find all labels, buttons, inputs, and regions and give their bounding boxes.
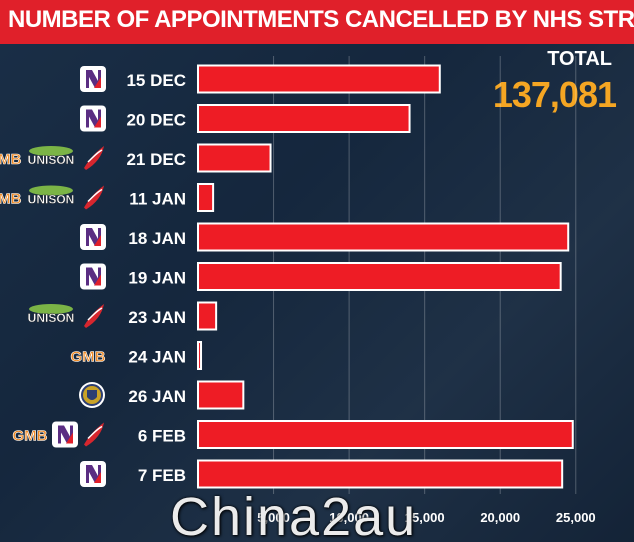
unison-logo-icon: UNISON: [27, 185, 75, 207]
category-label: 15 DEC: [126, 71, 186, 90]
rcn-logo-icon: [80, 461, 106, 487]
rcn-logo-icon: [80, 66, 106, 92]
bar-7-feb: [197, 459, 564, 489]
category-label: 26 JAN: [128, 387, 186, 406]
total-value: 137,081: [492, 74, 617, 115]
gmb-logo-icon: GMB: [0, 190, 22, 208]
bar-20-dec: [197, 104, 411, 133]
category-label: 11 JAN: [129, 190, 186, 209]
x-tick-label: 10,000: [329, 510, 369, 525]
bar-19-jan: [197, 262, 562, 291]
svg-text:GMB: GMB: [13, 428, 48, 445]
watermark: Chinа2au: [170, 487, 418, 542]
category-label: 18 JAN: [128, 229, 186, 248]
svg-text:GMB: GMB: [0, 151, 22, 168]
category-label: 21 DEC: [126, 150, 186, 169]
unite-logo-icon: [84, 146, 104, 170]
svg-text:UNISON: UNISON: [28, 193, 75, 207]
total-label: TOTAL: [547, 48, 612, 70]
svg-text:UNISON: UNISON: [28, 153, 75, 167]
rcn-logo-icon: [80, 224, 106, 250]
category-label: 24 JAN: [128, 348, 186, 367]
svg-text:UNISON: UNISON: [28, 311, 75, 325]
svg-text:GMB: GMB: [71, 349, 106, 366]
unite-logo-icon: [84, 185, 104, 210]
bar-6-feb: [197, 420, 574, 449]
unite-logo-icon: [84, 422, 104, 447]
rcn-logo-icon: [52, 421, 78, 448]
category-label: 19 JAN: [128, 269, 186, 288]
unison-logo-icon: UNISON: [27, 146, 75, 167]
x-tick-label: 5,000: [257, 510, 290, 525]
bar-18-jan: [197, 222, 570, 252]
title-banner: NUMBER OF APPOINTMENTS CANCELLED BY NHS …: [0, 0, 634, 44]
bar-11-jan: [197, 183, 215, 212]
category-label: 20 DEC: [126, 111, 186, 130]
gmb-logo-icon: GMB: [0, 151, 22, 169]
category-label: 7 FEB: [138, 466, 186, 485]
rcn-logo-icon: [80, 263, 106, 290]
category-label: 6 FEB: [138, 427, 186, 446]
csp-crest-icon: [79, 382, 105, 408]
bar-26-jan: [197, 380, 245, 410]
bar-24-jan: [197, 341, 203, 370]
svg-text:GMB: GMB: [0, 191, 22, 208]
x-tick-label: 25,000: [556, 510, 596, 525]
category-label: 23 JAN: [128, 308, 186, 327]
unison-logo-icon: UNISON: [27, 304, 75, 325]
x-tick-label: 20,000: [480, 510, 520, 525]
x-tick-label: 15,000: [405, 510, 445, 525]
bar-21-dec: [197, 143, 272, 173]
rcn-logo-icon: [80, 105, 106, 132]
bar-23-jan: [197, 301, 218, 331]
bar-15-dec: [197, 64, 441, 94]
gmb-logo-icon: GMB: [12, 427, 48, 445]
chart-title: NUMBER OF APPOINTMENTS CANCELLED BY NHS …: [8, 6, 634, 33]
gmb-logo-icon: GMB: [70, 348, 106, 366]
unite-logo-icon: [84, 304, 104, 328]
